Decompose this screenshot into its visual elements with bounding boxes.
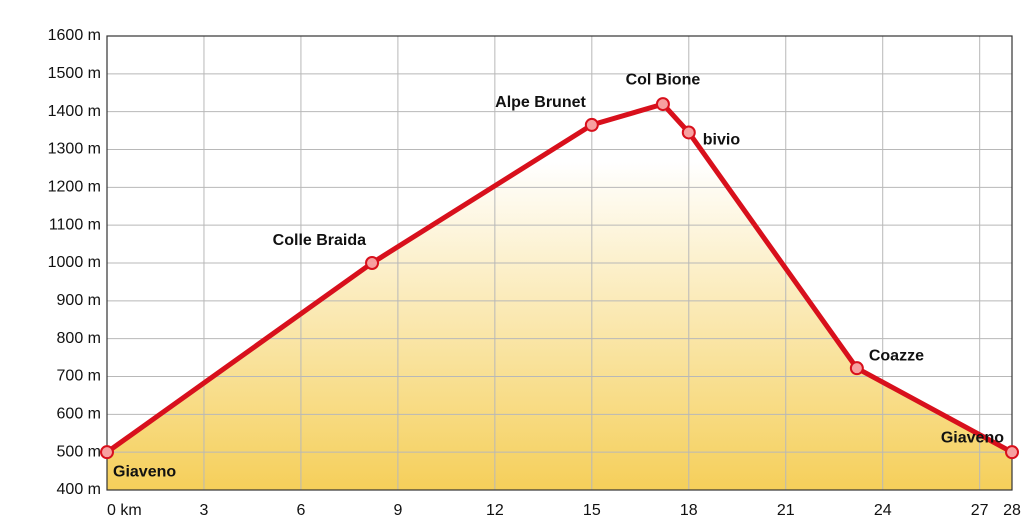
x-tick-label: 6 [296, 502, 305, 519]
y-tick-label: 800 m [57, 330, 101, 347]
y-tick-label: 1000 m [48, 254, 101, 271]
point-marker [681, 125, 696, 140]
y-tick-label: 1100 m [49, 216, 101, 233]
point-label: bivio [703, 132, 741, 149]
y-tick-label: 1300 m [48, 141, 101, 158]
y-tick-label: 1400 m [48, 103, 101, 120]
x-tick-label: 18 [680, 502, 698, 519]
x-tick-label: 21 [777, 502, 795, 519]
point-label: Colle Braida [273, 232, 366, 249]
x-tick-label: 0 km [107, 502, 142, 519]
point-marker [849, 361, 864, 376]
y-tick-label: 900 m [57, 292, 101, 309]
y-tick-label: 700 m [57, 368, 101, 385]
point-marker [655, 97, 670, 112]
x-tick-label: 12 [486, 502, 504, 519]
y-tick-label: 600 m [57, 406, 101, 423]
y-tick-label: 500 m [57, 443, 101, 460]
y-tick-label: 1500 m [48, 65, 101, 82]
point-marker [365, 256, 380, 270]
area-fill [107, 104, 1012, 490]
point-label: Coazze [869, 347, 924, 364]
x-tick-label: 28 [1003, 502, 1021, 519]
point-label: Giaveno [113, 463, 176, 480]
x-tick-label: 27 [971, 502, 989, 519]
plot-frame [106, 35, 1013, 491]
y-tick-label: 1600 m [48, 27, 101, 44]
point-label: Alpe Brunet [495, 94, 586, 111]
point-label: Col Bione [626, 71, 701, 88]
x-tick-label: 9 [393, 502, 402, 519]
y-tick-label: 400 m [57, 481, 101, 498]
x-tick-label: 24 [874, 502, 892, 519]
point-label: Giaveno [941, 429, 1004, 446]
y-tick-label: 1200 m [48, 179, 101, 196]
x-tick-label: 3 [200, 502, 209, 519]
point-marker [584, 117, 599, 132]
point-marker [1005, 445, 1019, 460]
point-marker [100, 445, 114, 460]
x-tick-label: 15 [583, 502, 601, 519]
